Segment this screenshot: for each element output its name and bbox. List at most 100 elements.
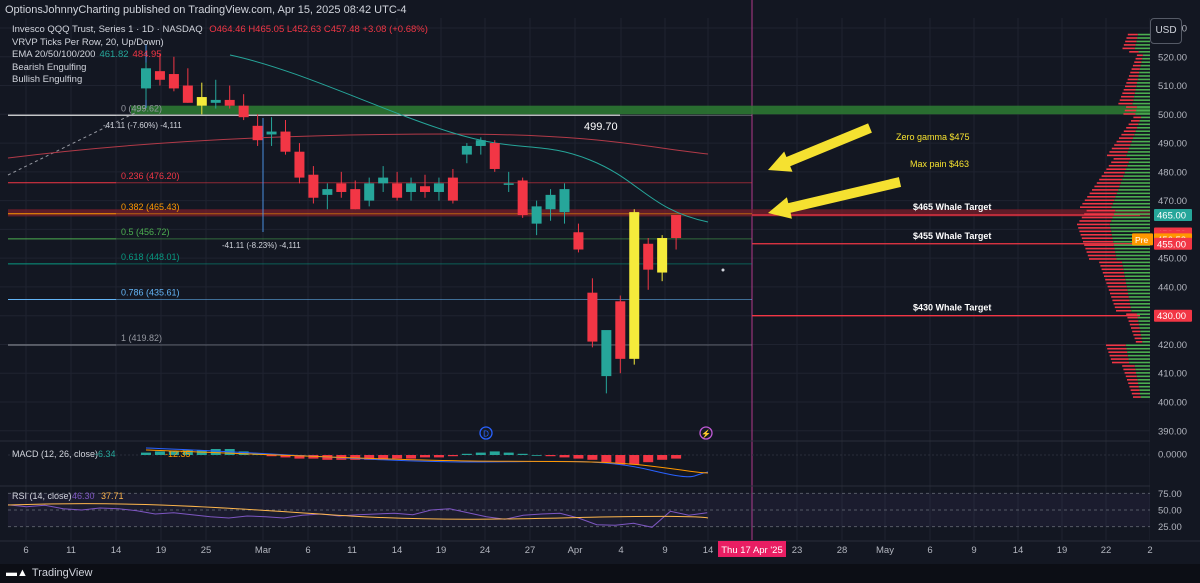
legend-vrvp[interactable]: VRVP Ticks Per Row, 20, Up/Down) [12, 36, 164, 48]
profile-bar-down [1129, 51, 1139, 53]
candle-body [322, 189, 333, 195]
profile-bar-down [1111, 161, 1129, 164]
candle-body [545, 194, 556, 210]
profile-bar-up [1136, 109, 1150, 112]
profile-bar-up [1124, 271, 1150, 274]
legend-bearish[interactable]: Bearish Engulfing [12, 61, 87, 73]
profile-bar-down [1131, 120, 1140, 122]
profile-bar-up [1116, 192, 1150, 195]
profile-bar-down [1110, 292, 1128, 295]
currency-button[interactable]: USD [1150, 18, 1182, 44]
macd-hist-bar [503, 452, 514, 455]
time-tick: 14 [1013, 545, 1024, 556]
candle-body [378, 177, 389, 184]
profile-bar-up [1142, 54, 1150, 57]
profile-bar-up [1140, 64, 1150, 67]
macd-label: MACD (12, 26, close) [12, 449, 98, 459]
profile-bar-down [1123, 113, 1136, 115]
profile-bar-down [1100, 265, 1123, 267]
candle-body [336, 183, 347, 192]
profile-bar-up [1116, 258, 1150, 260]
price-badge [1154, 209, 1192, 221]
macd-hist-bar [601, 455, 612, 463]
profile-bar-up [1137, 78, 1150, 81]
time-tick: 11 [347, 545, 357, 556]
measure-label-1: -41.11 (-7.60%) -4,111 [103, 121, 182, 130]
profile-bar-down [1127, 316, 1138, 319]
rsi-tick: 25.00 [1158, 522, 1182, 533]
price-tick: 400.00 [1158, 398, 1187, 409]
volume-profile [1077, 33, 1150, 398]
profile-bar-down [1114, 144, 1131, 146]
profile-bar-down [1135, 57, 1143, 60]
profile-bar-up [1136, 82, 1150, 84]
profile-bar-down [1079, 220, 1112, 222]
profile-bar-up [1126, 168, 1150, 170]
profile-bar-up [1127, 354, 1150, 357]
profile-bar-down [1131, 392, 1140, 395]
price-badge-text: 455.00 [1157, 239, 1186, 250]
annotation-zero-gamma: Zero gamma $475 [896, 132, 970, 142]
profile-bar-down [1111, 147, 1129, 150]
profile-bar-up [1131, 309, 1150, 312]
profile-bar-up [1130, 306, 1150, 309]
annotation-max-pain: Max pain $463 [910, 159, 969, 169]
profile-bar-down [1135, 341, 1143, 343]
profile-bar-down [1122, 47, 1135, 50]
candle-body [447, 177, 458, 201]
profile-bar-up [1126, 285, 1150, 288]
candle-body [392, 183, 403, 198]
candle-body [643, 243, 654, 270]
profile-bar-down [1123, 44, 1136, 46]
profile-bar-up [1115, 254, 1150, 257]
profile-bar-down [1128, 382, 1139, 385]
macd-hist-bar [392, 455, 403, 459]
candle-body [615, 301, 626, 359]
candle-body [573, 232, 584, 250]
macd-hist-bar [196, 450, 207, 455]
profile-bar-up [1119, 185, 1150, 188]
time-axis-bg [0, 541, 1200, 563]
profile-bar-down [1084, 213, 1114, 215]
profile-bar-up [1114, 247, 1150, 250]
candle-body [629, 212, 640, 359]
profile-bar-up [1113, 240, 1150, 243]
profile-bar-up [1123, 268, 1150, 271]
profile-bar-down [1126, 126, 1137, 129]
profile-bar-down [1119, 137, 1133, 139]
fib-label-0: 0 (499.62) [121, 103, 162, 113]
pre-badge-text: Pre [1135, 235, 1149, 245]
profile-bar-up [1135, 368, 1150, 371]
profile-bar-down [1124, 372, 1137, 374]
profile-bar-down [1101, 175, 1124, 177]
profile-bar-up [1140, 330, 1150, 333]
macd-hist-bar [517, 453, 528, 455]
profile-bar-down [1081, 237, 1113, 240]
fib-label-0.786: 0.786 (435.61) [121, 288, 180, 298]
legend-bullish[interactable]: Bullish Engulfing [12, 74, 83, 85]
max-pain-arrow [768, 177, 902, 219]
profile-bar-down [1112, 299, 1130, 302]
rsi-label: RSI (14, close) [12, 491, 72, 501]
profile-bar-down [1126, 82, 1137, 84]
profile-bar-down [1121, 133, 1135, 136]
profile-bar-up [1139, 389, 1150, 391]
profile-bar-down [1121, 95, 1135, 98]
macd-hist-bar [406, 455, 417, 459]
profile-bar-up [1136, 126, 1150, 129]
candle-body [364, 183, 375, 201]
profile-bar-down [1126, 37, 1138, 39]
candle-body [350, 189, 361, 210]
price-tick: 420.00 [1158, 340, 1187, 351]
legend-symbol[interactable]: Invesco QQQ Trust, Series 1 · 1D · NASDA… [12, 24, 428, 35]
profile-bar-up [1134, 92, 1150, 95]
date-badge-text: Thu 17 Apr '25 [721, 545, 783, 556]
macd-value-1: -6.34 [95, 449, 116, 459]
legend-ema[interactable]: EMA 20/50/100/200 461.82 484.95 [12, 49, 162, 60]
profile-bar-up [1136, 106, 1150, 108]
profile-bar-up [1109, 223, 1150, 226]
profile-bar-down [1114, 306, 1131, 309]
profile-bar-down [1108, 289, 1128, 291]
whale-label-455: $455 Whale Target [913, 231, 991, 241]
